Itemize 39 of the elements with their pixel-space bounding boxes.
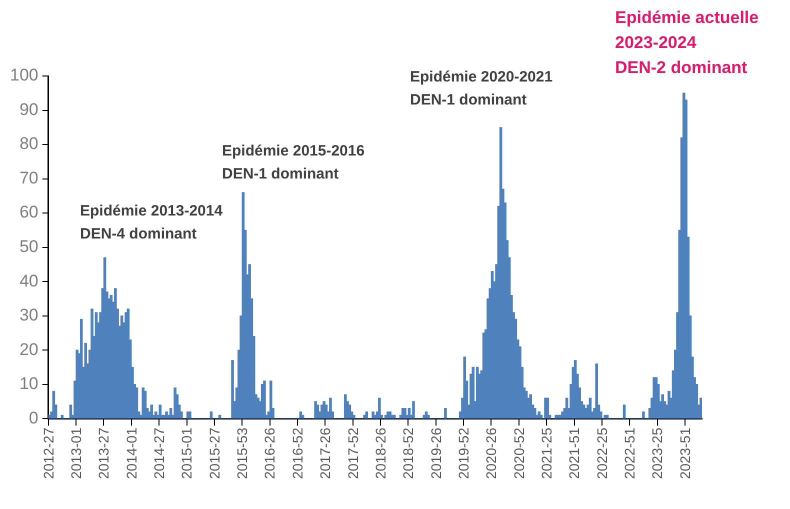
- x-tick-label: 2018-26: [372, 427, 388, 480]
- x-tick-label: 2020-52: [510, 427, 527, 480]
- annotation: Epidémie actuelle 2023-2024 DEN-2 dominant: [615, 8, 759, 78]
- y-tick-label: 100: [10, 66, 38, 85]
- x-tick-label: 2015-01: [178, 427, 195, 480]
- x-tick-label: 2015-27: [206, 427, 222, 480]
- x-tick-label: 2013-27: [96, 427, 112, 480]
- y-tick-label: 60: [19, 202, 38, 222]
- y-tick-label: 40: [19, 271, 38, 290]
- y-tick-label: 0: [28, 408, 38, 428]
- x-tick-label: 2022-51: [622, 427, 638, 480]
- y-tick-label: 30: [19, 306, 38, 325]
- y-tick-label: 80: [19, 134, 38, 154]
- x-tick-label: 2020-26: [483, 427, 500, 480]
- x-tick-label: 2016-52: [289, 427, 306, 480]
- x-tick-label: 2019-26: [428, 427, 444, 480]
- y-tick-label: 70: [19, 168, 38, 188]
- x-tick-label: 2014-27: [151, 427, 167, 480]
- annotation: Epidémie 2015-2016 DEN-1 dominant: [222, 142, 365, 183]
- x-tick-label: 2013-01: [68, 427, 84, 480]
- x-tick-label: 2018-52: [400, 427, 416, 480]
- x-tick-label: 2021-51: [566, 427, 582, 480]
- x-tick-label: 2021-25: [538, 427, 554, 480]
- x-tick-label: 2023-25: [649, 427, 666, 480]
- x-tick-label: 2017-52: [344, 427, 361, 480]
- y-tick-label: 90: [19, 100, 38, 119]
- x-tick-label: 2014-01: [123, 427, 140, 480]
- annotation: Epidémie 2020-2021 DEN-1 dominant: [410, 68, 553, 109]
- x-tick-label: 2016-26: [262, 427, 278, 480]
- y-tick-label: 50: [19, 237, 38, 256]
- x-tick-label: 2022-25: [594, 427, 610, 480]
- annotation: Epidémie 2013-2014 DEN-4 dominant: [80, 202, 224, 243]
- x-tick-label: 2023-51: [676, 427, 693, 480]
- x-tick-label: 2015-53: [234, 427, 250, 480]
- x-tick-label: 2019-52: [455, 427, 472, 480]
- x-tick-label: 2012-27: [40, 427, 56, 480]
- x-tick-label: 2017-26: [317, 427, 334, 480]
- y-tick-label: 20: [19, 340, 38, 359]
- y-tick-label: 10: [19, 374, 38, 394]
